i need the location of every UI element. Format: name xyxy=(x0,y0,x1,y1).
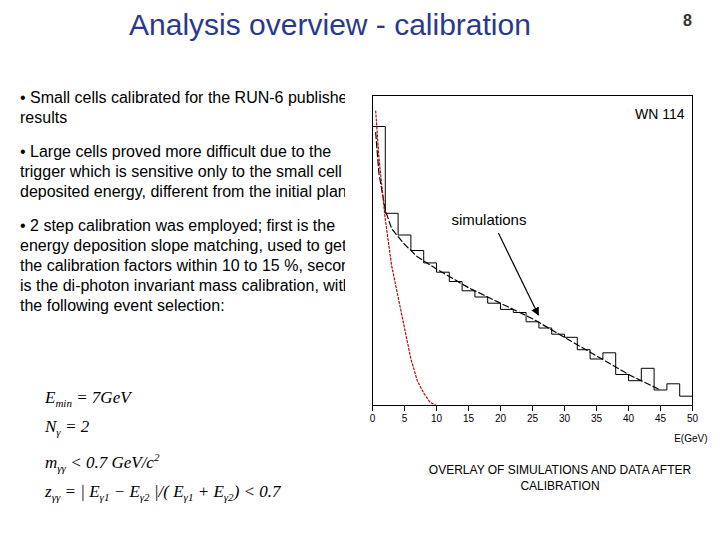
svg-text:30: 30 xyxy=(559,413,571,424)
svg-text:15: 15 xyxy=(463,413,475,424)
svg-text:10: 10 xyxy=(431,413,443,424)
svg-text:0: 0 xyxy=(370,413,376,424)
html-text:• Large cells proved more diff: • Large cells proved more difficult due … xyxy=(20,143,347,200)
html-text:zγγ= | Eγ1− Eγ2|/( Eγ1+ Eγ2) <: zγγ= | Eγ1− Eγ2|/( Eγ1+ Eγ2) < 0.7 xyxy=(45,481,281,504)
svg-text:WN 114: WN 114 xyxy=(635,106,685,122)
svg-text:40: 40 xyxy=(623,413,635,424)
html-text:Emin= 7GeV: Emin= 7GeV xyxy=(45,388,131,410)
html-text:Analysis overview - calibratio: Analysis overview - calibration xyxy=(129,8,531,41)
html-text:OVERLAY OF SIMULATIONS AND DAT: OVERLAY OF SIMULATIONS AND DATA AFTER CA… xyxy=(428,463,692,493)
svg-text:50: 50 xyxy=(687,413,699,424)
svg-text:E(GeV): E(GeV) xyxy=(674,433,707,444)
svg-text:35: 35 xyxy=(591,413,603,424)
html-text:8: 8 xyxy=(683,12,692,29)
html-text:• Small cells calibrated for t: • Small cells calibrated for the RUN-6 p… xyxy=(20,89,357,126)
svg-text:20: 20 xyxy=(495,413,507,424)
html-text:Nγ= 2: Nγ= 2 xyxy=(45,417,90,439)
svg-text:45: 45 xyxy=(655,413,667,424)
html-text:• 2 step calibration was emplo: • 2 step calibration was employed; first… xyxy=(20,217,359,314)
svg-text:5: 5 xyxy=(402,413,408,424)
svg-text:simulations: simulations xyxy=(451,211,526,228)
html-text:mγγ< 0.7 GeV/c2: mγγ< 0.7 GeV/c2 xyxy=(45,450,160,474)
svg-text:25: 25 xyxy=(527,413,539,424)
